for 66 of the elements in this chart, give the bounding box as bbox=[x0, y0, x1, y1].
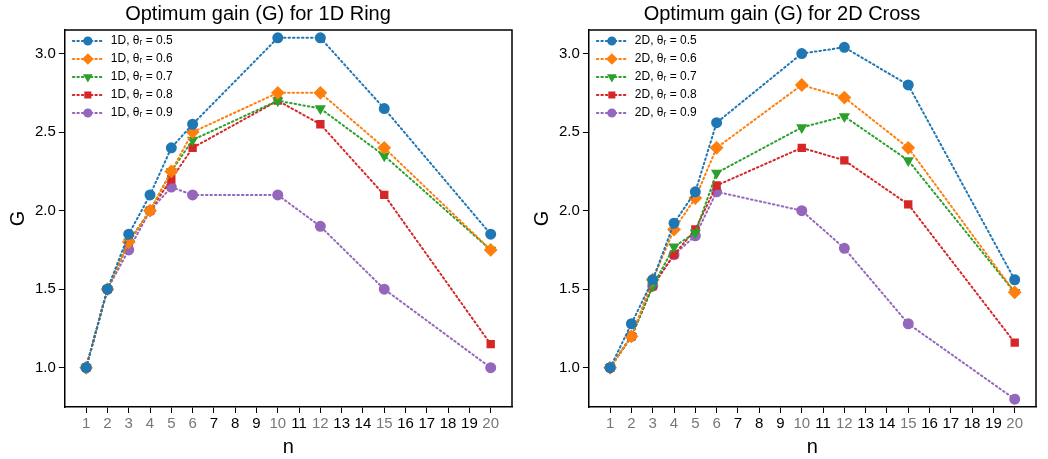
legend-label: 2D, θᵣ = 0.9 bbox=[634, 105, 698, 120]
x-tick-label: 15 bbox=[375, 414, 393, 432]
x-tick-label: 8 bbox=[231, 414, 240, 432]
x-tick-label: 6 bbox=[188, 414, 197, 432]
y-axis-title: G bbox=[5, 210, 28, 227]
x-tick-label: 14 bbox=[878, 414, 896, 432]
y-tick-label: 2.5 bbox=[558, 122, 580, 140]
x-tick-label: 3 bbox=[648, 414, 657, 432]
y-tick-label: 2.0 bbox=[558, 200, 580, 218]
x-tick-label: 18 bbox=[439, 414, 457, 432]
x-tick-label: 10 bbox=[793, 414, 811, 432]
y-tick-label: 2.5 bbox=[34, 122, 56, 140]
x-tick-label: 7 bbox=[733, 414, 743, 432]
chart-title: Optimum gain (G) for 1D Ring bbox=[125, 1, 391, 24]
y-tick-label: 2.0 bbox=[34, 200, 56, 218]
x-tick-label: 9 bbox=[252, 414, 261, 432]
x-tick-label: 13 bbox=[333, 414, 350, 432]
x-tick-label: 19 bbox=[985, 414, 1002, 432]
chart-title: Optimum gain (G) for 2D Cross bbox=[643, 1, 921, 24]
x-tick-label: 2 bbox=[103, 414, 112, 432]
y-tick-label: 3.0 bbox=[34, 43, 56, 61]
x-axis-title: n bbox=[282, 434, 294, 457]
x-tick-label: 8 bbox=[755, 414, 764, 432]
legend-label: 1D, θᵣ = 0.5 bbox=[110, 33, 174, 48]
x-axis-title: n bbox=[806, 434, 818, 457]
y-tick-label: 1.0 bbox=[34, 357, 56, 375]
x-tick-label: 4 bbox=[669, 414, 679, 432]
legend-label: 1D, θᵣ = 0.7 bbox=[110, 69, 174, 84]
x-tick-label: 2 bbox=[627, 414, 636, 432]
legend-label: 2D, θᵣ = 0.5 bbox=[634, 33, 698, 48]
x-tick-label: 18 bbox=[963, 414, 981, 432]
y-tick-label: 1.5 bbox=[558, 279, 580, 297]
legend-label: 1D, θᵣ = 0.6 bbox=[110, 51, 174, 66]
x-tick-label: 6 bbox=[712, 414, 721, 432]
y-tick-label: 1.0 bbox=[558, 357, 580, 375]
y-tick-label: 3.0 bbox=[558, 43, 580, 61]
x-tick-label: 11 bbox=[291, 414, 307, 432]
x-tick-label: 17 bbox=[942, 414, 960, 432]
x-tick-label: 1 bbox=[605, 414, 615, 432]
x-tick-label: 4 bbox=[145, 414, 155, 432]
x-tick-label: 16 bbox=[397, 414, 414, 432]
x-tick-label: 13 bbox=[857, 414, 874, 432]
legend-label: 2D, θᵣ = 0.7 bbox=[634, 69, 698, 84]
x-tick-label: 7 bbox=[209, 414, 219, 432]
x-tick-label: 16 bbox=[921, 414, 938, 432]
x-tick-label: 10 bbox=[269, 414, 287, 432]
x-tick-label: 19 bbox=[461, 414, 478, 432]
x-tick-label: 3 bbox=[124, 414, 133, 432]
legend-label: 1D, θᵣ = 0.8 bbox=[110, 87, 174, 102]
x-tick-label: 20 bbox=[1006, 414, 1024, 432]
y-axis-title: G bbox=[529, 210, 552, 227]
legend-label: 2D, θᵣ = 0.8 bbox=[634, 87, 698, 102]
legend-label: 1D, θᵣ = 0.9 bbox=[110, 105, 174, 120]
x-tick-label: 17 bbox=[418, 414, 436, 432]
x-tick-label: 9 bbox=[776, 414, 785, 432]
x-tick-label: 15 bbox=[899, 414, 917, 432]
x-tick-label: 12 bbox=[836, 414, 853, 432]
y-tick-label: 1.5 bbox=[34, 279, 56, 297]
x-tick-label: 12 bbox=[312, 414, 329, 432]
legend-label: 2D, θᵣ = 0.6 bbox=[634, 51, 698, 66]
x-tick-label: 11 bbox=[815, 414, 831, 432]
x-tick-label: 20 bbox=[482, 414, 500, 432]
x-tick-label: 14 bbox=[354, 414, 372, 432]
x-tick-label: 5 bbox=[691, 414, 700, 432]
x-tick-label: 1 bbox=[81, 414, 91, 432]
x-tick-label: 5 bbox=[167, 414, 176, 432]
